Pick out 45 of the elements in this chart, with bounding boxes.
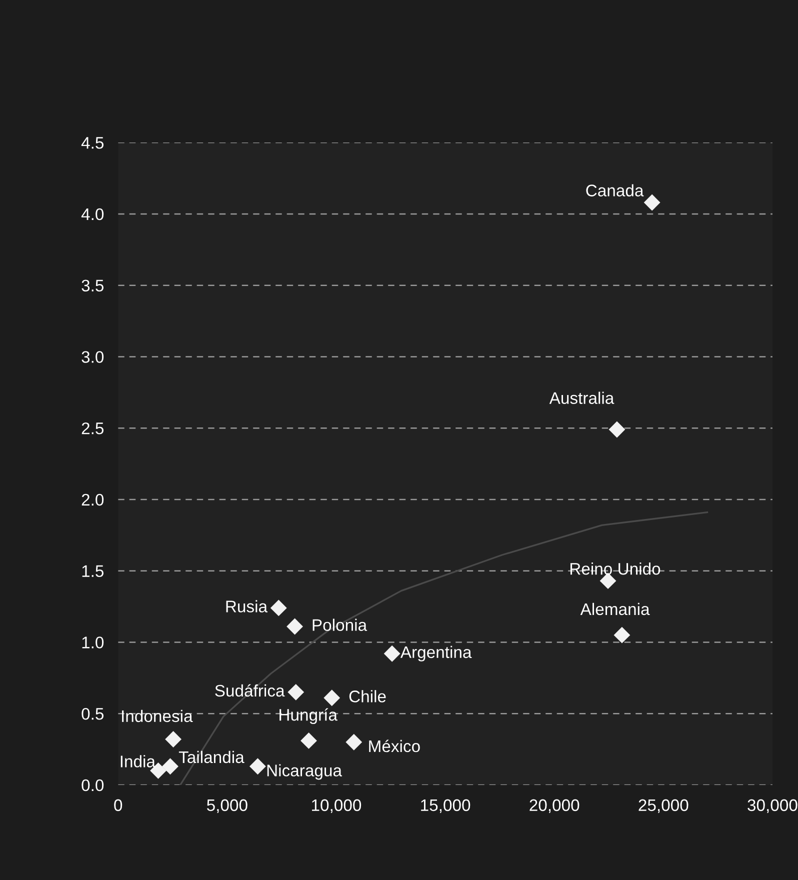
point [384, 645, 400, 662]
y-tick-label: 4.0 [81, 208, 104, 220]
annotation: Australia [549, 392, 614, 404]
annotation: Hungría [280, 708, 338, 724]
x-tick-label: 20,000 [530, 799, 580, 814]
x-tick-label: 25,000 [638, 799, 688, 814]
point [324, 690, 340, 706]
annotation: Reino Unido [570, 562, 660, 575]
y-tick-label: 1.5 [82, 565, 104, 578]
x-tick-label: 10,000 [312, 799, 362, 814]
y-tick-label: 0.0 [82, 779, 104, 792]
annotation: Polonia [312, 618, 368, 631]
x-tick-label: 0 [114, 799, 122, 812]
y-tick-label: 2.5 [82, 422, 104, 434]
y-tick-label: 2.0 [82, 494, 104, 506]
annotation: Alemania [580, 602, 650, 616]
point [249, 758, 266, 775]
point [270, 600, 287, 616]
annotation: Nicaragua [267, 764, 342, 780]
annotation: Indonesia [122, 710, 193, 722]
annotation: India [120, 755, 156, 768]
x-tick-label: 5,000 [206, 799, 248, 814]
annotation: Rusia [226, 600, 268, 612]
point [614, 626, 630, 644]
point [286, 618, 303, 635]
y-tick-label: 1.0 [82, 636, 104, 648]
point [300, 732, 317, 749]
annotation: Sudáfrica [215, 684, 285, 697]
y-tick-label: 0.5 [82, 708, 104, 720]
y-tick-label: 3.0 [82, 351, 104, 363]
point [288, 684, 304, 700]
annotation: Tailandia [178, 750, 244, 764]
annotation: Argentina [400, 646, 472, 662]
x-tick-label: 15,000 [421, 799, 470, 814]
y-tick-label: 4.5 [81, 137, 104, 149]
point [608, 421, 626, 438]
y-tick-label: 3.5 [82, 280, 104, 292]
point [346, 734, 362, 750]
point [165, 731, 182, 748]
point [644, 194, 660, 211]
point [162, 758, 178, 775]
annotation: Chile [349, 690, 386, 702]
x-tick-label: 30,000 [748, 799, 798, 814]
annotation: México [369, 740, 420, 752]
annotation: Canada [586, 184, 644, 196]
